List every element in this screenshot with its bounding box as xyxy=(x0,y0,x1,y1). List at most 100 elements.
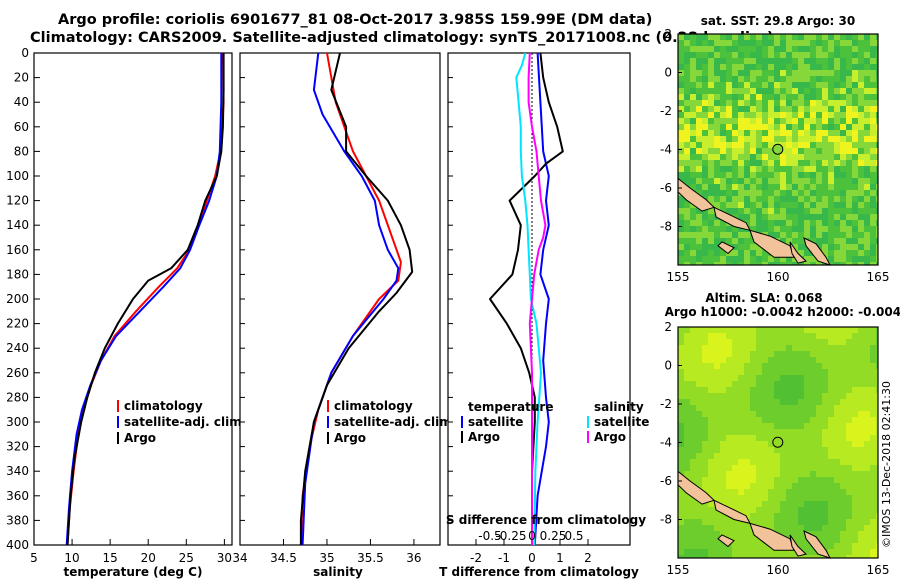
sla-map-ytick-label: -2 xyxy=(660,397,672,411)
sla-map-cell xyxy=(780,483,786,489)
sst-map-cell xyxy=(864,136,870,142)
sla-map-cell xyxy=(828,441,834,447)
sst-map-cell xyxy=(690,262,696,265)
sla-map-cell xyxy=(678,387,684,393)
sla-map-cell xyxy=(738,363,744,369)
sla-map-cell xyxy=(846,375,852,381)
sla-map-cell xyxy=(678,333,684,339)
sst-map-cell xyxy=(720,226,726,232)
sla-map-cell xyxy=(708,447,714,453)
sst-map-cell xyxy=(720,154,726,160)
sst-map-cell xyxy=(798,190,804,196)
sla-map-cell xyxy=(864,531,870,537)
sla-map-cell xyxy=(780,531,786,537)
sla-map-cell xyxy=(714,525,720,531)
sst-map-cell xyxy=(792,70,798,76)
sla-map-cell xyxy=(828,369,834,375)
sla-map-cell xyxy=(876,465,878,471)
sla-map-cell xyxy=(852,543,858,549)
sla-map-cell xyxy=(816,477,822,483)
sla-map-cell xyxy=(852,531,858,537)
sla-map-cell xyxy=(750,429,756,435)
sst-map-cell xyxy=(684,40,690,46)
sla-map-ytick-label: -4 xyxy=(660,436,672,450)
sla-map-cell xyxy=(798,333,804,339)
sla-map-cell xyxy=(684,459,690,465)
sla-map-cell xyxy=(846,411,852,417)
sst-map-cell xyxy=(834,184,840,190)
sla-map-cell xyxy=(798,417,804,423)
sla-map-cell xyxy=(690,327,696,333)
sst-map-cell xyxy=(834,64,840,70)
sla-map-cell xyxy=(726,549,732,555)
sla-map-cell xyxy=(792,351,798,357)
sst-map-cell xyxy=(750,130,756,136)
sla-map-cell xyxy=(708,459,714,465)
sla-map-cell xyxy=(786,531,792,537)
temperature-profile-ytick-label: 300 xyxy=(6,415,29,429)
sla-map-cell xyxy=(852,537,858,543)
sst-map-xtick-label: 160 xyxy=(767,270,790,284)
sla-map-cell xyxy=(798,465,804,471)
sla-map-cell xyxy=(870,339,876,345)
sla-map-cell xyxy=(780,339,786,345)
sla-map-cell xyxy=(876,519,878,525)
sla-map-cell xyxy=(822,423,828,429)
sst-map-cell xyxy=(870,70,876,76)
sst-map-cell xyxy=(834,112,840,118)
sla-map-cell xyxy=(840,489,846,495)
sst-map-cell xyxy=(870,220,876,226)
sla-map-cell xyxy=(696,381,702,387)
sla-map-cell xyxy=(864,405,870,411)
sla-map-cell xyxy=(720,357,726,363)
sst-map-cell xyxy=(810,40,816,46)
sla-map-cell xyxy=(774,519,780,525)
sst-map-cell xyxy=(696,178,702,184)
sla-map-cell xyxy=(732,423,738,429)
sst-map-cell xyxy=(804,220,810,226)
sst-map-cell xyxy=(744,220,750,226)
sla-map-cell xyxy=(876,339,878,345)
sla-map-cell xyxy=(684,441,690,447)
sst-map-cell xyxy=(792,220,798,226)
sla-map-cell xyxy=(684,471,690,477)
sla-map-cell xyxy=(732,411,738,417)
sla-map-cell xyxy=(834,363,840,369)
sst-map-cell xyxy=(678,142,684,148)
sst-map-cell xyxy=(690,76,696,82)
sla-map-cell xyxy=(726,417,732,423)
sla-map-cell xyxy=(816,483,822,489)
sla-map-cell xyxy=(684,357,690,363)
sst-map-cell xyxy=(870,214,876,220)
sla-map-cell xyxy=(738,387,744,393)
sst-map-cell xyxy=(690,82,696,88)
sla-map-cell xyxy=(828,411,834,417)
sst-map-cell xyxy=(780,232,786,238)
sst-map-cell xyxy=(756,142,762,148)
sla-map-cell xyxy=(696,447,702,453)
sst-map-cell xyxy=(762,166,768,172)
sla-map-cell xyxy=(726,435,732,441)
sst-map-cell xyxy=(720,106,726,112)
sst-map-title: sat. SST: 29.8 Argo: 30 xyxy=(701,14,855,28)
sst-map-cell xyxy=(708,208,714,214)
sla-map-cell xyxy=(780,417,786,423)
sla-map-cell xyxy=(828,501,834,507)
sla-map-cell xyxy=(732,453,738,459)
sst-map-cell xyxy=(828,94,834,100)
sla-map-cell xyxy=(864,351,870,357)
sla-map-cell xyxy=(696,531,702,537)
sla-map-cell xyxy=(852,525,858,531)
sla-map-cell xyxy=(714,393,720,399)
diff-top-tick-label: 0.5 xyxy=(564,529,583,543)
sla-map-cell xyxy=(804,549,810,555)
sst-map-cell xyxy=(858,52,864,58)
sla-map-cell xyxy=(804,381,810,387)
sst-map-cell xyxy=(792,154,798,160)
sst-map-cell xyxy=(762,256,768,262)
sla-map-cell xyxy=(732,495,738,501)
sla-map-cell xyxy=(750,405,756,411)
sst-map-cell xyxy=(852,166,858,172)
sla-map-cell xyxy=(702,327,708,333)
sst-map-cell xyxy=(774,160,780,166)
